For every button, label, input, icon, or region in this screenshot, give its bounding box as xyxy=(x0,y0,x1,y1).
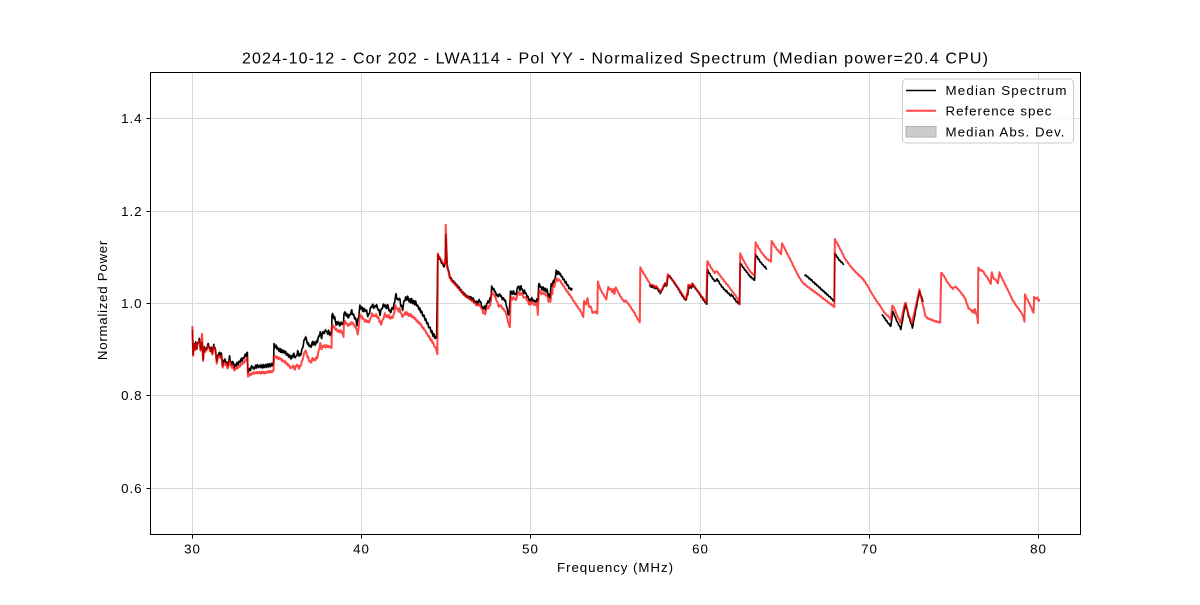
svg-text:1.0: 1.0 xyxy=(121,296,142,311)
svg-text:70: 70 xyxy=(861,542,878,557)
svg-text:0.6: 0.6 xyxy=(121,481,142,496)
svg-text:Median Spectrum: Median Spectrum xyxy=(946,83,1068,98)
svg-text:Frequency (MHz): Frequency (MHz) xyxy=(557,560,674,575)
svg-text:0.8: 0.8 xyxy=(121,388,142,403)
svg-text:1.4: 1.4 xyxy=(121,111,142,126)
svg-text:Normalized Power: Normalized Power xyxy=(95,240,110,360)
svg-text:1.2: 1.2 xyxy=(121,204,142,219)
svg-text:2024-10-12 - Cor 202 - LWA114: 2024-10-12 - Cor 202 - LWA114 - Pol YY -… xyxy=(242,51,989,68)
svg-text:40: 40 xyxy=(353,542,370,557)
svg-text:80: 80 xyxy=(1030,542,1047,557)
svg-text:Reference spec: Reference spec xyxy=(946,104,1053,119)
svg-text:Median Abs. Dev.: Median Abs. Dev. xyxy=(946,124,1066,139)
svg-text:30: 30 xyxy=(184,542,201,557)
svg-text:50: 50 xyxy=(522,542,539,557)
svg-text:60: 60 xyxy=(692,542,709,557)
